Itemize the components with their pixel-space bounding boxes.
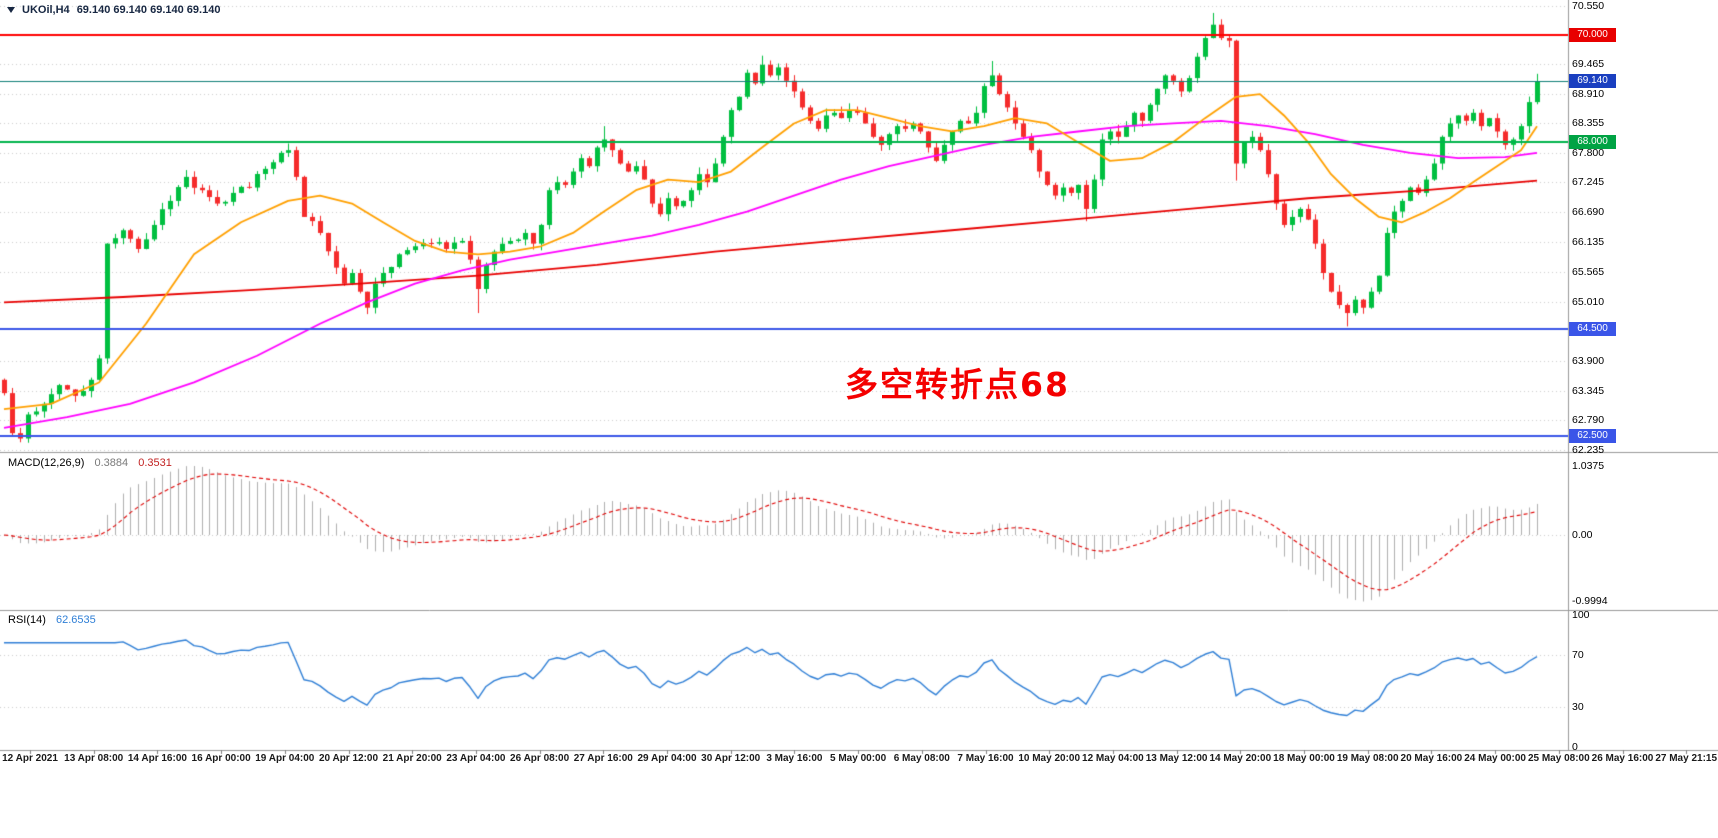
- time-axis-label: 19 Apr 04:00: [255, 753, 315, 764]
- rsi-label-title: RSI(14): [8, 614, 46, 626]
- macd-axis-label: -0.9994: [1572, 595, 1608, 608]
- time-axis-label: 27 Apr 16:00: [573, 753, 633, 764]
- price-axis-label: 65.010: [1572, 295, 1605, 308]
- time-axis-label: 24 May 00:00: [1464, 753, 1526, 764]
- price-axis-label: 69.465: [1572, 57, 1605, 70]
- time-axis-label: 29 Apr 04:00: [637, 753, 697, 764]
- time-axis-label: 7 May 16:00: [957, 753, 1014, 764]
- price-axis-label: 63.345: [1572, 384, 1605, 397]
- rsi-axis-label: 0: [1572, 741, 1578, 753]
- price-axis-label: 62.790: [1572, 414, 1605, 427]
- rsi-axis-label: 100: [1572, 609, 1590, 621]
- price-axis-label: 67.800: [1572, 146, 1605, 159]
- price-axis-label: 68.355: [1572, 117, 1605, 130]
- price-axis-label: 70.550: [1572, 0, 1605, 12]
- time-axis-label: 16 Apr 00:00: [191, 753, 251, 764]
- time-axis-label: 5 May 00:00: [830, 753, 887, 764]
- time-axis-label: 27 May 21:15: [1655, 753, 1718, 764]
- price-tag-62.500: 62.500: [1569, 428, 1616, 443]
- time-axis-label: 14 Apr 16:00: [127, 753, 187, 764]
- time-axis-label: 13 May 12:00: [1145, 753, 1208, 764]
- rsi-indicator-label: RSI(14) 62.6535: [8, 614, 96, 626]
- macd-label-title: MACD(12,26,9): [8, 457, 85, 469]
- rsi-value: 62.6535: [55, 614, 96, 626]
- price-axis-label: 66.135: [1572, 235, 1605, 248]
- time-axis-label: 26 Apr 08:00: [510, 753, 570, 764]
- macd-axis-label: 0.00: [1572, 529, 1593, 541]
- price-tag-64.500: 64.500: [1569, 322, 1616, 337]
- time-axis-label: 20 Apr 12:00: [318, 753, 379, 764]
- time-axis-label: 25 May 08:00: [1527, 753, 1590, 764]
- macd-main-value: 0.3884: [94, 457, 129, 469]
- price-axis-label: 68.910: [1572, 87, 1605, 100]
- ohlc-values: 69.140 69.140 69.140 69.140: [76, 4, 221, 16]
- price-tag-69.140: 69.140: [1569, 74, 1616, 89]
- macd-indicator-label: MACD(12,26,9) 0.3884 0.3531: [8, 457, 172, 469]
- price-axis-label: 62.235: [1572, 444, 1605, 456]
- symbol-marker-icon: [7, 7, 15, 13]
- price-tag-70.000: 70.000: [1569, 28, 1616, 43]
- time-axis-label: 30 Apr 12:00: [701, 753, 761, 764]
- rsi-axis-label: 70: [1572, 648, 1584, 661]
- macd-signal-value: 0.3531: [138, 457, 172, 469]
- price-axis-label: 63.900: [1572, 355, 1605, 368]
- price-axis-label: 66.690: [1572, 206, 1605, 219]
- time-axis-label: 19 May 08:00: [1336, 753, 1399, 764]
- time-axis-label: 10 May 20:00: [1018, 753, 1081, 764]
- time-axis-label: 23 Apr 04:00: [446, 753, 506, 764]
- symbol-title: UKOil,H4 69.140 69.140 69.140 69.140: [7, 4, 220, 16]
- time-axis-label: 21 Apr 20:00: [382, 753, 442, 764]
- time-axis-label: 20 May 16:00: [1400, 753, 1463, 764]
- time-axis-label: 3 May 16:00: [766, 753, 823, 764]
- price-tag-68.000: 68.000: [1569, 135, 1616, 150]
- price-axis-label: 67.245: [1572, 176, 1605, 189]
- time-axis-label: 12 Apr 2021: [2, 753, 58, 764]
- rsi-axis-label: 30: [1572, 701, 1584, 714]
- chart-annotation-text[interactable]: 多空转折点68: [845, 365, 1070, 404]
- time-axis-label: 6 May 08:00: [893, 753, 950, 764]
- time-axis-label: 12 May 04:00: [1082, 753, 1144, 764]
- symbol-name: UKOil,H4: [22, 4, 70, 16]
- time-axis-label: 26 May 16:00: [1591, 753, 1654, 764]
- time-axis-label: 14 May 20:00: [1209, 753, 1272, 764]
- macd-axis-label: 1.0375: [1572, 460, 1605, 472]
- time-axis-label: 13 Apr 08:00: [64, 753, 124, 764]
- price-axis-label: 65.565: [1572, 266, 1605, 279]
- time-axis-label: 18 May 00:00: [1273, 753, 1335, 764]
